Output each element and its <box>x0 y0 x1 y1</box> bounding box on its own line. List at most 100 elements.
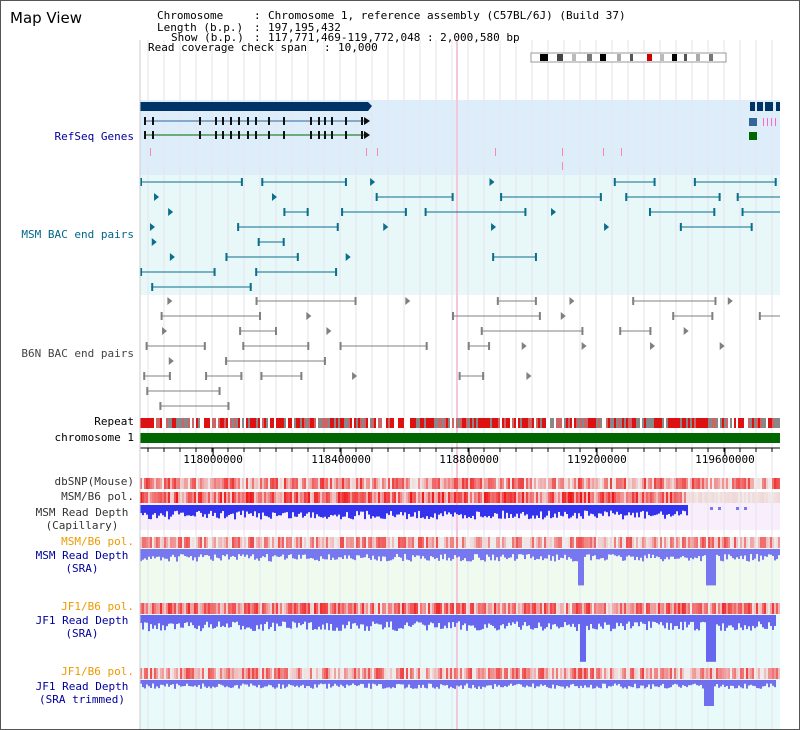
jf1-trim-depth-bar <box>534 680 536 689</box>
jf1-b6-pol-2-heatmap-cell <box>534 668 536 679</box>
jf1-b6-pol-heatmap-cell <box>756 603 758 614</box>
msm-b6-pol-2-heatmap-cell <box>700 537 702 548</box>
jf1-trim-depth-bar <box>352 680 354 684</box>
jf1-b6-pol-2-heatmap-cell <box>432 668 434 679</box>
dbsnp-heatmap-cell <box>630 478 632 489</box>
msm-cap-depth-bar <box>222 505 224 512</box>
msm-cap-depth-bar <box>412 505 414 517</box>
jf1-trim-depth-bar <box>470 680 472 689</box>
dbsnp-heatmap-cell <box>704 478 706 489</box>
b6n-bac-end <box>146 387 149 395</box>
msm-b6-pol-heatmap-cell <box>662 492 664 503</box>
jf1-trim-depth-bar <box>472 680 474 685</box>
msm-cap-depth-bar <box>336 505 338 517</box>
jf1-b6-pol-heatmap-cell <box>562 603 564 614</box>
msm-cap-depth-bar <box>670 505 672 517</box>
msm-b6-pol-2-heatmap-cell <box>258 537 260 548</box>
jf1-b6-pol-2-heatmap-cell <box>426 668 428 679</box>
msm-b6-pol-heatmap-cell <box>258 492 260 503</box>
repeat-segment <box>756 418 758 428</box>
msm-sra-depth-bar <box>274 549 276 556</box>
msm-sra-depth-bar <box>358 549 360 556</box>
msm-b6-pol-2-heatmap-cell <box>594 537 596 548</box>
repeat-segment <box>666 418 668 428</box>
jf1-trim-depth-bar <box>366 680 368 688</box>
msm-cap-depth-bar <box>574 505 576 513</box>
jf1-b6-pol-2-heatmap-cell <box>394 668 396 679</box>
repeat-segment <box>664 418 666 428</box>
jf1-trim-depth-bar <box>544 680 546 685</box>
msm-b6-pol-heatmap-cell <box>474 492 476 503</box>
jf1-b6-pol-heatmap-cell <box>364 603 366 614</box>
jf1-b6-pol-heatmap-cell <box>434 603 436 614</box>
b6n-bac-end <box>711 312 714 320</box>
msm-sra-depth-bar <box>304 549 306 555</box>
jf1-trim-depth-bar <box>218 680 220 685</box>
repeat-segment <box>726 418 728 428</box>
jf1-b6-pol-heatmap-cell <box>644 603 646 614</box>
msm-b6-pol-heatmap-cell <box>250 492 252 503</box>
repeat-segment <box>280 418 282 428</box>
msm-b6-pol-heatmap-cell <box>406 492 408 503</box>
msm-b6-pol-2-heatmap-cell <box>468 537 470 548</box>
exon <box>345 131 347 139</box>
msm-b6-pol-2-heatmap-cell <box>776 537 778 548</box>
jf1-b6-pol-heatmap-cell <box>216 603 218 614</box>
repeat-segment <box>216 418 218 428</box>
dbsnp-heatmap-cell <box>142 478 144 489</box>
b6n-bac-end <box>452 312 455 320</box>
msm-b6-pol-heatmap-cell <box>664 492 666 503</box>
jf1-depth-trim-label-2: (SRA trimmed) <box>38 693 126 706</box>
msm-cap-depth-bar <box>616 505 618 512</box>
msm-cap-depth <box>140 505 688 520</box>
msm-cap-depth-bar <box>474 505 476 520</box>
msm-b6-pol-heatmap-cell <box>510 492 512 503</box>
dbsnp-heatmap-cell <box>632 478 634 489</box>
jf1-trim-depth-bar <box>228 680 230 688</box>
repeat-segment <box>582 418 584 428</box>
msm-b6-pol-heatmap-cell <box>342 492 344 503</box>
repeat-segment <box>218 418 220 428</box>
dbsnp-heatmap-cell <box>448 478 450 489</box>
msm-cap-depth-dot <box>718 507 721 510</box>
jf1-trim-depth-bar <box>466 680 468 684</box>
msm-b6-pol-2-heatmap-cell <box>528 537 530 548</box>
dbsnp-heatmap-cell <box>710 478 712 489</box>
jf1-b6-pol-2-heatmap-cell <box>344 668 346 679</box>
msm-cap-depth-bar <box>518 505 520 519</box>
jf1-b6-pol-2-heatmap-cell <box>646 668 648 679</box>
jf1-trim-depth-bar <box>244 680 246 685</box>
repeat-segment <box>322 418 324 428</box>
jf1-b6-pol-heatmap-cell <box>262 603 264 614</box>
jf1-b6-pol-2-heatmap-cell <box>712 668 714 679</box>
msm-cap-depth-bar <box>250 505 252 514</box>
jf1-sra-depth-bar <box>760 615 762 625</box>
jf1-sra-depth-bar <box>268 615 270 630</box>
dbsnp-heatmap-cell <box>490 478 492 489</box>
gene-tick <box>603 148 604 156</box>
jf1-trim-depth-bar <box>516 680 518 685</box>
jf1-sra-depth-bar <box>258 615 260 630</box>
jf1-trim-depth-bar <box>556 680 558 686</box>
msm-cap-depth-bar <box>684 505 686 512</box>
jf1-b6-pol-heatmap-cell <box>244 603 246 614</box>
msm-b6-pol-2-heatmap-cell <box>260 537 262 548</box>
msm-sra-depth-bar <box>624 549 626 561</box>
msm-b6-pol-2-heatmap-cell <box>316 537 318 548</box>
jf1-sra-depth-bar <box>766 615 768 629</box>
gene-tick <box>377 148 378 156</box>
jf1-trim-depth-bar <box>720 680 722 687</box>
msm-sra-depth-bar <box>280 549 282 557</box>
msm-cap-depth-bar <box>214 505 216 513</box>
dbsnp-heatmap-cell <box>616 478 618 489</box>
jf1-sra-depth-bar <box>508 615 510 623</box>
msm-b6-pol-2-heatmap-cell <box>440 537 442 548</box>
msm-cap-depth-bar <box>388 505 390 515</box>
exon <box>230 131 232 139</box>
repeat-segment <box>676 418 678 428</box>
jf1-b6-pol-heatmap-cell <box>586 603 588 614</box>
jf1-trim-depth-bar <box>480 680 482 689</box>
jf1-sra-depth-bar <box>224 615 226 628</box>
